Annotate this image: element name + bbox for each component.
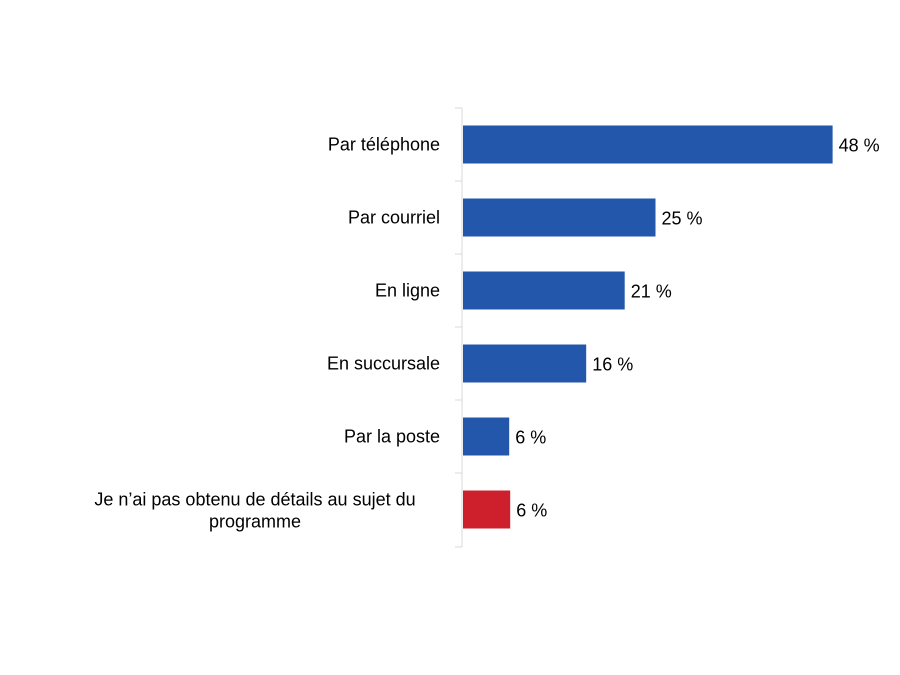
bar — [463, 125, 833, 164]
category-axis — [455, 107, 463, 548]
bar — [463, 417, 510, 456]
category-label: Par courriel — [348, 208, 440, 228]
category-label: programme — [209, 512, 301, 532]
bars — [463, 125, 833, 529]
category-label: En succursale — [327, 354, 440, 374]
value-label: 25 % — [662, 209, 703, 229]
category-label: Je n’ai pas obtenu de détails au sujet d… — [94, 490, 415, 510]
value-label: 6 % — [516, 501, 547, 521]
bar — [463, 198, 656, 237]
value-label: 6 % — [515, 428, 546, 448]
category-label: En ligne — [375, 281, 440, 301]
bar — [463, 344, 587, 383]
category-label: Par téléphone — [328, 135, 440, 155]
value-labels: 48 % 25 % 21 % 16 % 6 % 6 % — [515, 136, 879, 521]
bar — [463, 271, 625, 310]
value-label: 48 % — [839, 136, 880, 156]
category-labels: Par téléphone Par courriel En ligne En succ… — [94, 135, 440, 532]
category-label: Par la poste — [344, 427, 440, 447]
value-label: 21 % — [631, 282, 672, 302]
bar — [463, 490, 511, 529]
value-label: 16 % — [592, 355, 633, 375]
